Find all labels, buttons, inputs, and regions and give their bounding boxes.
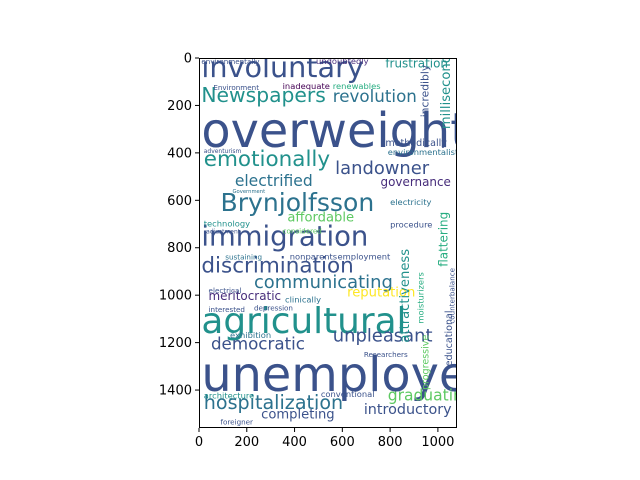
x-tick-label: 800 xyxy=(378,435,403,450)
cloud-word: Environment xyxy=(213,83,259,92)
y-tick-label: 1200 xyxy=(159,336,192,351)
cloud-word: considered xyxy=(283,227,322,236)
cloud-word: affordable xyxy=(287,211,354,226)
cloud-word: attractiveness xyxy=(398,249,413,343)
cloud-word: revolution xyxy=(333,86,417,106)
y-tick-label: 400 xyxy=(167,146,192,161)
cloud-word: overweight xyxy=(201,104,469,159)
cloud-word: completing xyxy=(261,408,335,423)
cloud-word: unpleasant xyxy=(333,325,433,346)
y-tick-label: 1400 xyxy=(159,384,192,399)
cloud-word: incredibly xyxy=(418,64,431,117)
cloud-word: adventurism xyxy=(204,148,242,155)
x-axis: 0 200 400 600 800 1000 xyxy=(195,428,454,450)
cloud-word: methodically xyxy=(385,138,447,149)
cloud-word: reputation xyxy=(347,285,415,300)
cloud-word: Brynjolfsson xyxy=(221,188,375,217)
cloud-word: frustration xyxy=(385,56,448,70)
cloud-word: hospitalization xyxy=(204,391,343,414)
axes-frame xyxy=(199,58,457,428)
x-tick-label: 0 xyxy=(195,435,203,450)
cloud-word: conventional xyxy=(321,389,375,399)
cloud-word: agricultural xyxy=(201,301,406,342)
x-tick-label: 1000 xyxy=(421,435,454,450)
y-tick-label: 200 xyxy=(167,99,192,114)
cloud-word: Government xyxy=(232,189,265,195)
cloud-word: electrified xyxy=(235,172,313,190)
x-tick-label: 200 xyxy=(234,435,259,450)
cloud-word: architecture xyxy=(204,390,255,400)
cloud-word: discrimination xyxy=(201,254,353,279)
cloud-word: exhibition xyxy=(230,330,271,340)
x-tick-label: 600 xyxy=(330,435,355,450)
y-tick-label: 1000 xyxy=(159,289,192,304)
cloud-word: foreigner xyxy=(221,417,254,426)
y-tick-label: 600 xyxy=(167,194,192,209)
cloud-word: environmentally xyxy=(201,57,260,66)
cloud-word: interested xyxy=(209,305,245,314)
cloud-word: communicating xyxy=(254,272,393,293)
cloud-word: sustaining xyxy=(225,253,262,262)
cloud-word: meritocratic xyxy=(209,289,282,303)
cloud-word: clinically xyxy=(285,294,321,304)
x-tick-label: 400 xyxy=(282,435,307,450)
cloud-word: nonparents xyxy=(290,252,337,262)
cloud-word: unemployed xyxy=(201,348,498,403)
cloud-word: millisecond xyxy=(439,55,454,129)
cloud-word: governance xyxy=(381,175,451,189)
cloud-word: procedure xyxy=(390,220,432,230)
cloud-word: environmentalist xyxy=(388,147,459,157)
cloud-word: involuntary xyxy=(201,50,363,84)
cloud-word: emotionally xyxy=(204,147,331,172)
y-tick-label: 800 xyxy=(167,241,192,256)
cloud-word: immigration xyxy=(201,221,368,252)
cloud-word: introductory xyxy=(364,402,452,418)
cloud-word: employment xyxy=(338,252,391,262)
cloud-word: moisturizers xyxy=(416,272,426,324)
y-axis: 0 200 400 600 800 1000 1200 1400 xyxy=(159,52,199,399)
cloud-word: inadequate xyxy=(283,81,330,91)
cloud-word: landowner xyxy=(335,158,430,179)
cloud-word: democratic xyxy=(211,334,305,354)
cloud-word: Newspapers xyxy=(201,83,325,107)
cloud-word: renewables xyxy=(333,81,381,91)
cloud-word: educational xyxy=(444,310,455,366)
cloud-word: electricity xyxy=(390,197,431,207)
cloud-word: progressive xyxy=(420,335,431,391)
cloud-word: counterbalance xyxy=(448,267,457,323)
cloud-word: electrical xyxy=(209,286,242,295)
y-tick-label: 0 xyxy=(184,52,192,67)
cloud-word: technology xyxy=(204,218,250,228)
cloud-word: Researchers xyxy=(364,350,408,359)
cloud-word: flattering xyxy=(436,212,450,267)
cloud-word: adjustment xyxy=(206,229,241,236)
cloud-word: undoubtedly xyxy=(316,56,369,66)
cloud-word: graduating xyxy=(388,387,473,405)
cloud-word: depression xyxy=(254,304,293,313)
